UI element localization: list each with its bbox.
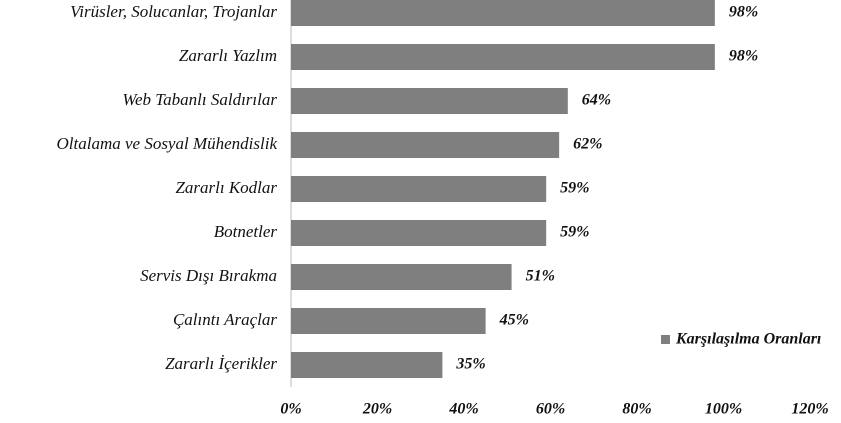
legend-swatch <box>661 335 670 344</box>
x-tick-label: 80% <box>622 401 651 418</box>
value-label: 45% <box>499 312 529 329</box>
x-tick-label: 120% <box>791 401 828 418</box>
y-tick-label: Servis Dışı Bırakma <box>140 266 277 285</box>
value-label: 62% <box>573 136 602 153</box>
bar <box>291 0 715 26</box>
bar <box>291 264 512 290</box>
value-label: 64% <box>582 92 611 109</box>
bar <box>291 352 443 378</box>
value-label: 35% <box>455 356 485 373</box>
x-tick-label: 20% <box>362 401 392 418</box>
x-tick-label: 100% <box>705 401 742 418</box>
legend-label: Karşılaşılma Oranları <box>675 331 821 348</box>
value-label: 59% <box>560 180 589 197</box>
bar <box>291 176 547 202</box>
bar <box>291 88 568 114</box>
y-tick-label: Zararlı İçerikler <box>165 354 277 373</box>
value-label: 98% <box>729 4 758 21</box>
y-tick-label: Virüsler, Solucanlar, Trojanlar <box>70 2 277 21</box>
bar <box>291 44 715 70</box>
value-label: 98% <box>729 48 758 65</box>
bar <box>291 308 486 334</box>
x-tick-label: 0% <box>280 401 301 418</box>
bar <box>291 132 560 158</box>
x-tick-label: 60% <box>536 401 565 418</box>
y-tick-label: Çalıntı Araçlar <box>173 310 277 329</box>
y-tick-label: Web Tabanlı Saldırılar <box>122 90 277 109</box>
x-tick-label: 40% <box>448 401 478 418</box>
y-tick-label: Zararlı Kodlar <box>175 178 277 197</box>
value-label: 59% <box>560 224 589 241</box>
bar <box>291 220 547 246</box>
value-label: 51% <box>526 268 555 285</box>
y-tick-label: Zararlı Yazlım <box>179 46 277 65</box>
y-tick-label: Botnetler <box>214 222 278 241</box>
y-tick-label: Oltalama ve Sosyal Mühendislik <box>57 134 278 153</box>
